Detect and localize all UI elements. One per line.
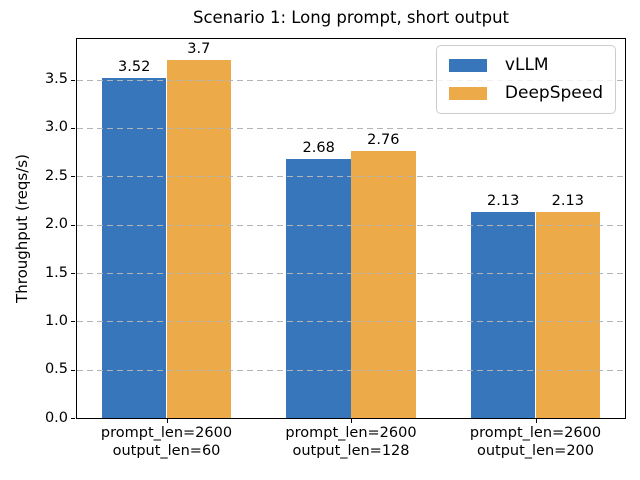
bar-deepspeed-1	[351, 151, 416, 418]
bar-vllm-2	[470, 212, 536, 418]
y-tick-mark	[71, 273, 75, 274]
x-tick-label: prompt_len=2600 output_len=200	[446, 424, 626, 460]
y-tick-mark	[71, 176, 75, 178]
legend-swatch	[448, 59, 487, 72]
x-tick-label-line: prompt_len=2600	[469, 425, 602, 441]
y-tick-label: 3.0	[44, 119, 68, 136]
y-tick-label: 0.0	[44, 409, 68, 426]
y-tick-label: 1.5	[44, 264, 68, 281]
x-tick-label-line: output_len=200	[476, 443, 595, 459]
y-tick-label: 1.0	[44, 312, 68, 329]
legend: vLLM DeepSpeed	[435, 45, 616, 114]
bar-value-label: 2.13	[551, 193, 584, 210]
x-tick-mark	[351, 419, 352, 423]
x-tick-label-line: prompt_len=2600	[285, 425, 417, 441]
y-tick-mark	[71, 418, 75, 419]
bars-layer: 3.52 2.68 2.13 3.7 2.76 2.13	[77, 39, 625, 418]
y-tick-mark	[71, 321, 75, 323]
y-tick-label: 2.0	[44, 216, 68, 233]
x-tick-mark	[535, 419, 537, 423]
bar-vllm-0	[101, 77, 167, 418]
legend-label: vLLM	[504, 55, 549, 75]
y-tick-mark	[71, 224, 75, 226]
legend-swatch	[448, 87, 487, 100]
legend-entry-vllm: vLLM	[448, 55, 603, 76]
y-tick-label: 3.5	[44, 71, 68, 88]
y-tick-mark	[71, 127, 75, 129]
x-tick-label-line: output_len=60	[112, 443, 221, 459]
chart-title: Scenario 1: Long prompt, short output	[192, 8, 509, 27]
bar-value-label: 2.13	[487, 193, 520, 210]
bar-vllm-1	[286, 158, 351, 418]
legend-label: DeepSpeed	[504, 83, 603, 103]
y-tick-label: 0.5	[44, 361, 68, 378]
legend-entry-deepspeed: DeepSpeed	[448, 83, 603, 104]
y-tick-label: 2.5	[44, 167, 68, 184]
y-tick-mark	[71, 369, 75, 371]
y-tick-mark	[71, 79, 75, 81]
plot-area: 3.52 2.68 2.13 3.7 2.76 2.13 vLLM DeepSpeed	[76, 38, 626, 419]
bar-deepspeed-2	[535, 212, 601, 418]
x-tick-mark	[166, 419, 168, 423]
x-tick-label-line: output_len=128	[292, 443, 410, 459]
bar-deepspeed-0	[166, 60, 232, 418]
x-tick-label-line: prompt_len=2600	[100, 425, 233, 441]
x-tick-label: prompt_len=2600 output_len=60	[77, 424, 257, 460]
bar-value-label: 2.76	[367, 132, 400, 149]
bar-value-label: 3.52	[118, 58, 151, 75]
bar-value-label: 3.7	[187, 41, 211, 58]
bar-value-label: 2.68	[302, 139, 335, 156]
x-tick-label: prompt_len=2600 output_len=128	[261, 424, 441, 460]
